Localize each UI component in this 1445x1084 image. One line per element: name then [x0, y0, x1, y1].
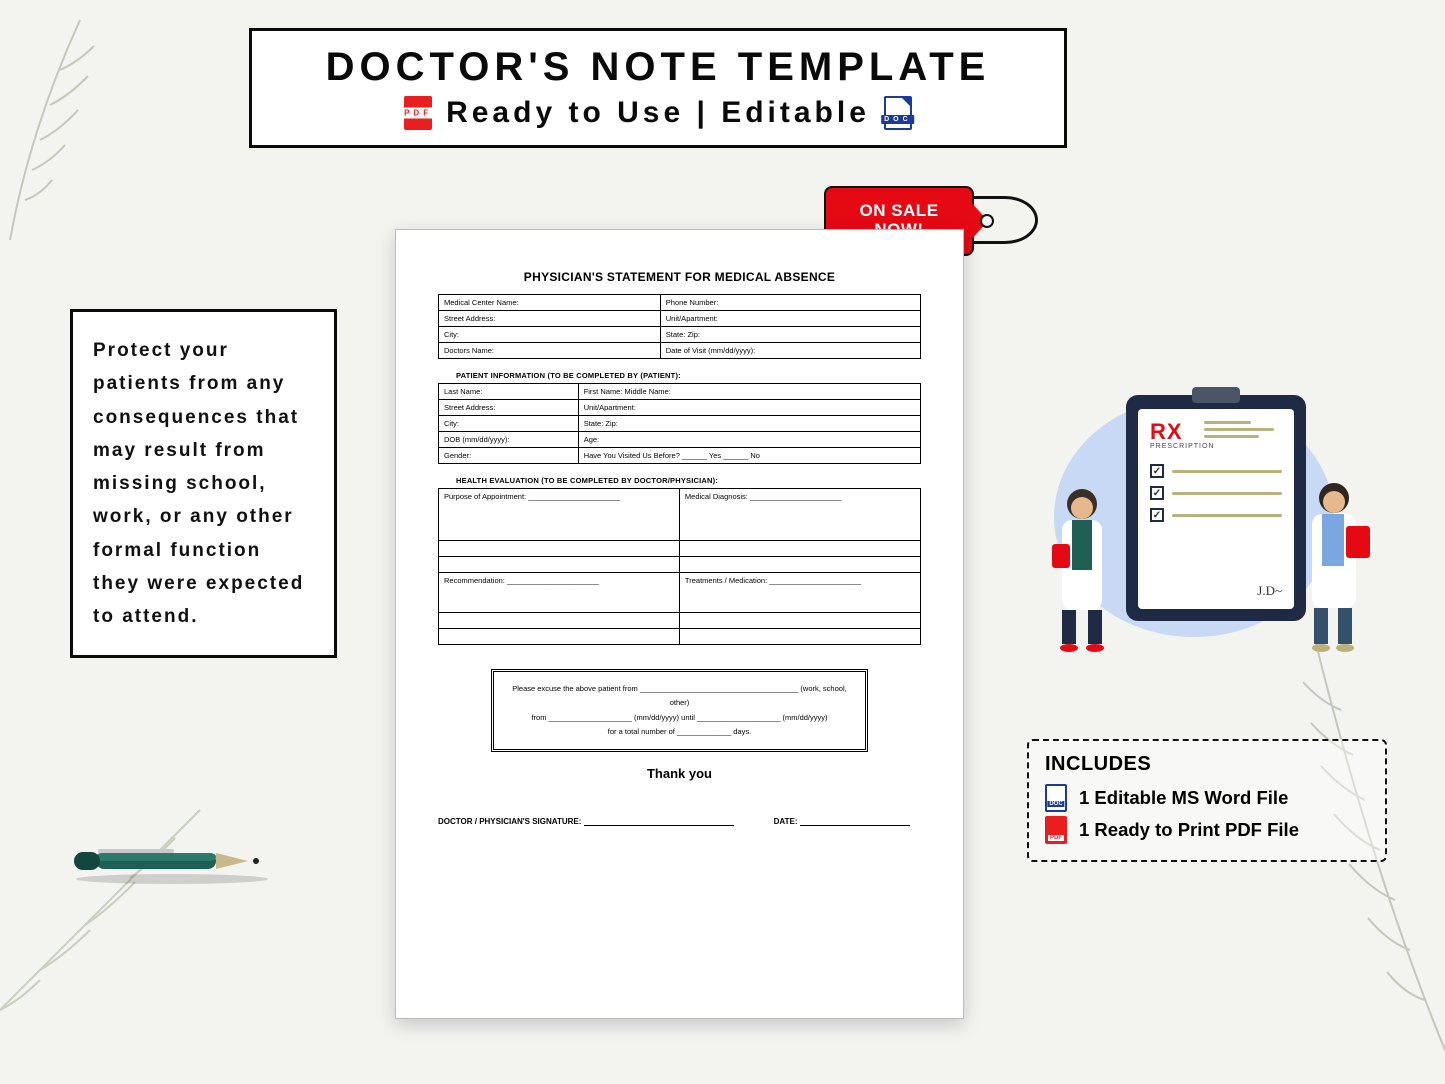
doctor-left-icon: [1048, 482, 1120, 657]
form-paper: PHYSICIAN'S STATEMENT FOR MEDICAL ABSENC…: [395, 229, 964, 1019]
doc-icon: [1045, 784, 1067, 812]
subtitle: Ready to Use | Editable: [446, 96, 870, 130]
excuse-box: Please excuse the above patient from ___…: [491, 669, 868, 752]
includes-item: 1 Editable MS Word File: [1045, 784, 1369, 812]
center-info-table: Medical Center Name:Phone Number: Street…: [438, 294, 921, 359]
rx-subtitle: PRESCRIPTION: [1150, 443, 1282, 450]
form-heading: PHYSICIAN'S STATEMENT FOR MEDICAL ABSENC…: [438, 270, 921, 284]
signature-row: DOCTOR / PHYSICIAN'S SIGNATURE: DATE:: [438, 817, 921, 826]
includes-item: 1 Ready to Print PDF File: [1045, 816, 1369, 844]
sale-line1: ON SALE: [859, 202, 938, 221]
doc-icon: [884, 96, 912, 130]
health-section-label: HEALTH EVALUATION (TO BE COMPLETED BY DO…: [456, 476, 921, 485]
leaf-decoration: [0, 0, 200, 250]
leaf-decoration: [0, 750, 260, 1070]
pdf-icon: [1045, 816, 1067, 844]
includes-box: INCLUDES 1 Editable MS Word File 1 Ready…: [1027, 739, 1387, 862]
title: DOCTOR'S NOTE TEMPLATE: [270, 45, 1046, 90]
subtitle-row: Ready to Use | Editable: [404, 96, 912, 130]
pitch-text: Protect your patients from any consequen…: [93, 340, 304, 627]
pdf-icon: [404, 96, 432, 130]
patient-section-label: PATIENT INFORMATION (TO BE COMPLETED BY …: [456, 371, 921, 380]
evaluation-table: Purpose of Appointment: ________________…: [438, 488, 921, 645]
includes-heading: INCLUDES: [1045, 753, 1369, 776]
patient-info-table: Last Name:First Name: Middle Name: Stree…: [438, 383, 921, 464]
pitch-box: Protect your patients from any consequen…: [70, 309, 337, 658]
pen-illustration: [62, 839, 282, 885]
rx-illustration: RX PRESCRIPTION ✓ ✓ ✓ J.D~: [1018, 379, 1372, 657]
thank-you: Thank you: [438, 766, 921, 781]
doctor-right-icon: [1294, 476, 1366, 657]
title-banner: DOCTOR'S NOTE TEMPLATE Ready to Use | Ed…: [249, 28, 1067, 148]
